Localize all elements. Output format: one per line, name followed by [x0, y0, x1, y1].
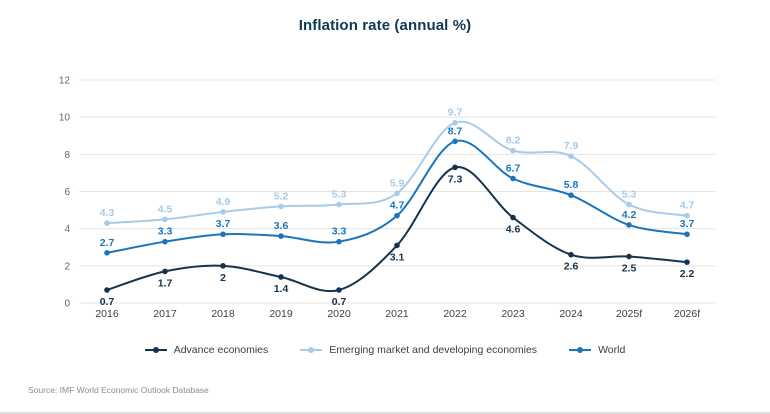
svg-text:3.7: 3.7	[216, 218, 231, 230]
svg-text:5.3: 5.3	[622, 189, 637, 201]
svg-text:2019: 2019	[269, 308, 293, 320]
svg-text:2024: 2024	[559, 308, 583, 320]
svg-text:4: 4	[64, 224, 70, 235]
svg-text:4.7: 4.7	[680, 200, 695, 212]
svg-text:2.6: 2.6	[564, 261, 579, 273]
svg-text:5.9: 5.9	[390, 177, 405, 189]
line-marker-icon	[300, 347, 323, 353]
svg-text:4.9: 4.9	[216, 196, 231, 208]
svg-text:4.7: 4.7	[390, 200, 405, 212]
svg-text:5.2: 5.2	[274, 190, 289, 202]
svg-text:2017: 2017	[153, 308, 177, 320]
svg-text:0.7: 0.7	[100, 296, 115, 308]
svg-text:2018: 2018	[211, 308, 235, 320]
chart-legend: Advance economies Emerging market and de…	[0, 344, 770, 356]
legend-item-emerging-economies: Emerging market and developing economies	[300, 344, 537, 356]
svg-text:3.6: 3.6	[274, 220, 289, 232]
svg-text:8.7: 8.7	[448, 125, 463, 137]
svg-text:4.3: 4.3	[100, 207, 115, 219]
chart-title: Inflation rate (annual %)	[298, 17, 472, 34]
svg-text:2020: 2020	[327, 308, 351, 320]
svg-text:2: 2	[64, 261, 70, 272]
svg-text:7.9: 7.9	[564, 140, 579, 152]
svg-text:9.7: 9.7	[448, 107, 463, 119]
legend-item-advance-economies: Advance economies	[144, 344, 269, 356]
svg-text:4.5: 4.5	[158, 203, 173, 215]
svg-text:4.2: 4.2	[622, 209, 637, 221]
legend-label: Emerging market and developing economies	[329, 344, 538, 356]
svg-text:8.2: 8.2	[506, 135, 521, 147]
svg-text:12: 12	[59, 76, 71, 87]
svg-text:2021: 2021	[385, 308, 409, 320]
svg-text:2023: 2023	[501, 308, 525, 320]
svg-text:3.3: 3.3	[332, 226, 347, 238]
svg-text:1.7: 1.7	[158, 277, 173, 289]
svg-text:2022: 2022	[443, 308, 467, 320]
line-marker-icon	[144, 347, 167, 353]
svg-text:2016: 2016	[95, 308, 119, 320]
svg-text:6: 6	[64, 187, 70, 198]
source-note: Source: IMF World Economic Outlook Datab…	[28, 385, 209, 395]
svg-text:10: 10	[59, 113, 71, 124]
svg-text:2.5: 2.5	[622, 263, 637, 275]
svg-text:7.3: 7.3	[448, 173, 463, 185]
svg-text:4.6: 4.6	[506, 224, 521, 236]
svg-text:2025f: 2025f	[616, 308, 642, 320]
svg-text:5.8: 5.8	[564, 179, 579, 191]
svg-text:3.3: 3.3	[158, 226, 173, 238]
inflation-line-chart: 0 2 4 6 8 10 12 2016 2017 2018 2019 2020 2021 2022 202…	[59, 76, 715, 320]
line-marker-icon	[569, 347, 592, 353]
svg-text:2.2: 2.2	[680, 268, 695, 280]
legend-label: World	[598, 344, 626, 356]
svg-text:0.7: 0.7	[332, 296, 347, 308]
legend-label: Advance economies	[173, 344, 269, 356]
svg-text:8: 8	[64, 150, 70, 161]
svg-text:6.7: 6.7	[506, 162, 521, 174]
svg-text:3.7: 3.7	[680, 218, 695, 230]
svg-text:2.7: 2.7	[100, 237, 115, 249]
svg-text:5.3: 5.3	[332, 189, 347, 201]
svg-text:2026f: 2026f	[674, 308, 700, 320]
svg-text:2: 2	[220, 272, 226, 284]
legend-item-world: World	[569, 344, 625, 356]
svg-text:0: 0	[64, 299, 70, 310]
svg-text:3.1: 3.1	[390, 251, 405, 263]
svg-text:1.4: 1.4	[274, 283, 289, 295]
